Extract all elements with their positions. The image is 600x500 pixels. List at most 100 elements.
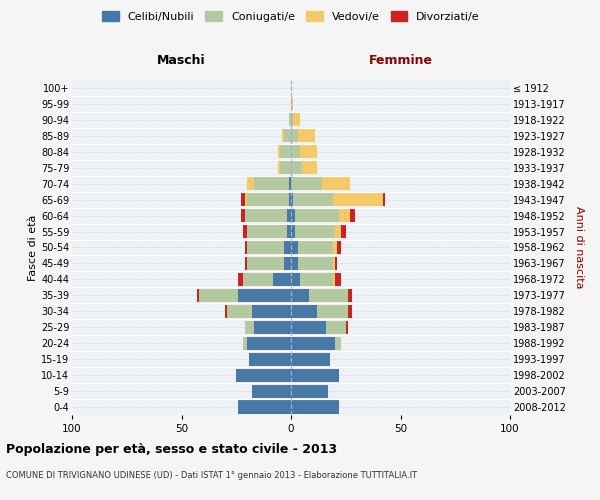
Bar — [247, 193, 289, 206]
Bar — [332, 193, 383, 206]
Bar — [335, 273, 341, 286]
Bar — [308, 289, 348, 302]
Bar — [291, 257, 298, 270]
Bar — [300, 273, 332, 286]
Bar — [251, 305, 291, 318]
Bar — [245, 320, 254, 334]
Bar — [341, 225, 346, 238]
Bar — [291, 145, 300, 158]
Bar — [291, 273, 300, 286]
Bar — [293, 193, 332, 206]
Bar — [300, 145, 317, 158]
Bar — [291, 289, 308, 302]
Bar — [332, 241, 337, 254]
Bar — [291, 336, 335, 350]
Bar — [247, 177, 254, 190]
Y-axis label: Fasce di età: Fasce di età — [28, 214, 38, 280]
Bar — [245, 257, 247, 270]
Bar — [291, 209, 295, 222]
Bar — [339, 209, 350, 222]
Bar — [348, 305, 352, 318]
Bar — [247, 336, 291, 350]
Bar — [383, 193, 385, 206]
Legend: Celibi/Nubili, Coniugati/e, Vedovi/e, Divorziati/e: Celibi/Nubili, Coniugati/e, Vedovi/e, Di… — [98, 6, 484, 26]
Text: Maschi: Maschi — [157, 54, 206, 67]
Bar — [199, 289, 238, 302]
Bar — [245, 241, 247, 254]
Bar — [238, 273, 243, 286]
Text: COMUNE DI TRIVIGNANO UDINESE (UD) - Dati ISTAT 1° gennaio 2013 - Elaborazione TU: COMUNE DI TRIVIGNANO UDINESE (UD) - Dati… — [6, 471, 417, 480]
Bar — [291, 98, 293, 110]
Bar — [247, 241, 284, 254]
Bar — [278, 145, 280, 158]
Bar — [282, 130, 284, 142]
Bar — [291, 161, 302, 174]
Bar — [238, 400, 291, 413]
Bar — [254, 177, 289, 190]
Bar — [236, 368, 291, 382]
Bar — [291, 384, 328, 398]
Bar — [284, 241, 291, 254]
Bar — [291, 305, 317, 318]
Bar — [245, 193, 247, 206]
Bar — [241, 209, 245, 222]
Text: Femmine: Femmine — [368, 54, 433, 67]
Bar — [291, 177, 322, 190]
Bar — [274, 273, 291, 286]
Bar — [335, 225, 341, 238]
Bar — [243, 336, 247, 350]
Bar — [291, 114, 293, 126]
Bar — [289, 177, 291, 190]
Bar — [287, 225, 291, 238]
Bar — [284, 257, 291, 270]
Bar — [291, 130, 298, 142]
Bar — [226, 305, 227, 318]
Bar — [350, 209, 355, 222]
Bar — [251, 384, 291, 398]
Bar — [247, 225, 287, 238]
Bar — [346, 320, 348, 334]
Bar — [289, 114, 291, 126]
Bar — [291, 320, 326, 334]
Bar — [250, 352, 291, 366]
Bar — [335, 257, 337, 270]
Bar — [335, 336, 341, 350]
Bar — [280, 161, 291, 174]
Bar — [287, 209, 291, 222]
Bar — [254, 320, 291, 334]
Y-axis label: Anni di nascita: Anni di nascita — [574, 206, 584, 288]
Bar — [284, 130, 291, 142]
Text: Popolazione per età, sesso e stato civile - 2013: Popolazione per età, sesso e stato civil… — [6, 442, 337, 456]
Bar — [238, 289, 291, 302]
Bar — [247, 257, 284, 270]
Bar — [326, 320, 346, 334]
Bar — [332, 273, 335, 286]
Bar — [245, 209, 287, 222]
Bar — [298, 130, 315, 142]
Bar — [337, 241, 341, 254]
Bar — [197, 289, 199, 302]
Bar — [289, 193, 291, 206]
Bar — [241, 193, 245, 206]
Bar — [295, 209, 339, 222]
Bar — [348, 289, 352, 302]
Bar — [298, 241, 332, 254]
Bar — [278, 161, 280, 174]
Bar — [291, 352, 331, 366]
Bar — [295, 225, 335, 238]
Bar — [243, 273, 274, 286]
Bar — [280, 145, 291, 158]
Bar — [317, 305, 348, 318]
Bar — [302, 161, 317, 174]
Bar — [298, 257, 332, 270]
Bar — [291, 225, 295, 238]
Bar — [243, 225, 247, 238]
Bar — [322, 177, 350, 190]
Bar — [227, 305, 251, 318]
Bar — [291, 400, 339, 413]
Bar — [332, 257, 335, 270]
Bar — [291, 241, 298, 254]
Bar — [291, 193, 293, 206]
Bar — [293, 114, 300, 126]
Bar — [291, 368, 339, 382]
